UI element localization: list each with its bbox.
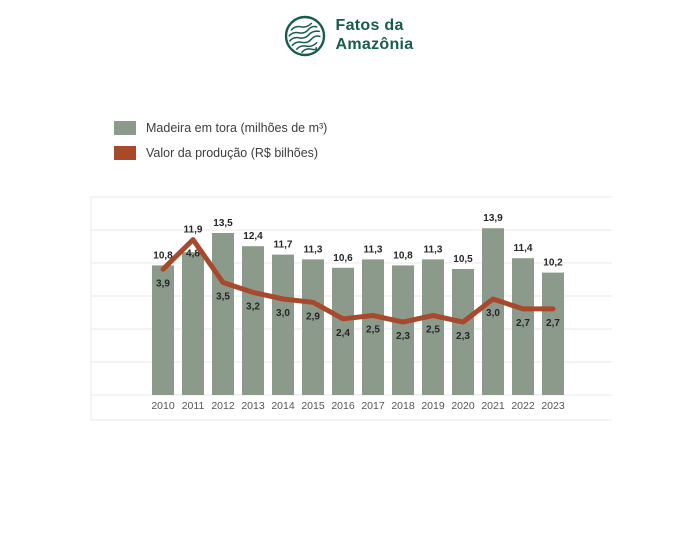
logo: Fatos da Amazônia (0, 14, 696, 58)
line-label-2017: 2,5 (366, 325, 380, 336)
bar-label-2021: 13,9 (483, 213, 503, 224)
bar-2015 (302, 259, 324, 395)
line-label-2014: 3,0 (276, 308, 290, 319)
legend-label-valor: Valor da produção (R$ bilhões) (146, 146, 319, 160)
bar-series (152, 228, 564, 395)
bar-label-2016: 10,6 (333, 253, 353, 264)
bar-2017 (362, 259, 384, 395)
bar-label-2023: 10,2 (543, 258, 563, 269)
bar-2010 (152, 265, 174, 395)
line-label-2016: 2,4 (336, 328, 350, 339)
bar-label-2010: 10,8 (153, 250, 173, 261)
x-label-2013: 2013 (241, 400, 265, 412)
x-label-2015: 2015 (301, 400, 325, 412)
logo-text-line1: Fatos da (335, 17, 404, 35)
x-label-2014: 2014 (271, 400, 295, 412)
bar-label-2019: 11,3 (424, 244, 443, 255)
x-label-2011: 2011 (182, 400, 205, 412)
x-label-2019: 2019 (421, 400, 445, 412)
bar-2023 (542, 272, 564, 395)
line-label-2011: 4,8 (186, 249, 200, 260)
x-label-2023: 2023 (541, 400, 565, 412)
fatos-da-amazonia-logo-icon (284, 15, 325, 57)
line-label-2012: 3,5 (216, 292, 230, 303)
bar-2013 (242, 246, 264, 395)
x-label-2010: 2010 (151, 400, 175, 412)
bar-2020 (452, 269, 474, 395)
bar-label-2011: 11,9 (184, 225, 203, 236)
line-label-2021: 3,0 (486, 308, 500, 319)
bar-label-2014: 11,7 (274, 240, 293, 251)
bar-2011 (182, 252, 204, 395)
legend-item-madeira: Madeira em tora (milhões de m³) (114, 121, 327, 135)
chart-legend: Madeira em tora (milhões de m³) Valor da… (114, 121, 327, 160)
line-label-2010: 3,9 (156, 278, 170, 289)
x-label-2018: 2018 (391, 400, 415, 412)
bar-value-labels: 10,8 11,9 13,5 12,4 11,7 11,3 10,6 11,3 10,8 11,3… (153, 213, 563, 268)
line-label-2020: 2,3 (456, 331, 470, 342)
bar-2018 (392, 265, 414, 395)
line-series (160, 237, 556, 325)
bar-label-2015: 11,3 (304, 244, 323, 255)
x-label-2012: 2012 (211, 400, 235, 412)
bar-label-2022: 11,4 (514, 243, 533, 254)
line-label-2015: 2,9 (306, 311, 320, 322)
logo-text: Fatos da Amazônia (336, 17, 414, 55)
legend-label-madeira: Madeira em tora (milhões de m³) (146, 121, 328, 135)
bar-label-2018: 10,8 (393, 250, 413, 261)
bar-2016 (332, 267, 354, 395)
chart-svg: 10,8 11,9 13,5 12,4 11,7 11,3 10,6 11,3 10,8 11,3… (90, 196, 612, 421)
legend-swatch-valor (114, 146, 136, 160)
x-label-2016: 2016 (331, 400, 355, 412)
bar-label-2017: 11,3 (364, 244, 383, 255)
bar-label-2012: 13,5 (213, 218, 233, 229)
x-label-2020: 2020 (451, 400, 475, 412)
legend-swatch-madeira (114, 121, 136, 135)
x-axis-labels: 2010 2011 2012 2013 2014 2015 2016 2017 2018 2019… (151, 400, 565, 412)
line-label-2013: 3,2 (246, 301, 260, 312)
bar-2022 (512, 258, 534, 395)
bar-2019 (422, 259, 444, 395)
x-label-2017: 2017 (361, 400, 385, 412)
bar-2012 (212, 233, 234, 395)
bar-2014 (272, 254, 294, 395)
line-label-2018: 2,3 (396, 331, 410, 342)
line-label-2019: 2,5 (426, 325, 440, 336)
line-label-2023: 2,7 (546, 318, 560, 329)
x-label-2021: 2021 (481, 400, 505, 412)
bar-label-2013: 12,4 (243, 231, 263, 242)
line-label-2022: 2,7 (516, 318, 530, 329)
line-value-labels: 3,9 4,8 3,5 3,2 3,0 2,9 2,4 2,5 2,3 2,5 2,3 3,0 2,7 2… (156, 249, 560, 343)
x-label-2022: 2022 (511, 400, 535, 412)
legend-item-valor: Valor da produção (R$ bilhões) (114, 146, 327, 160)
bar-label-2020: 10,5 (453, 254, 473, 265)
logo-text-line2: Amazônia (335, 36, 414, 53)
bar-2021 (482, 228, 504, 395)
